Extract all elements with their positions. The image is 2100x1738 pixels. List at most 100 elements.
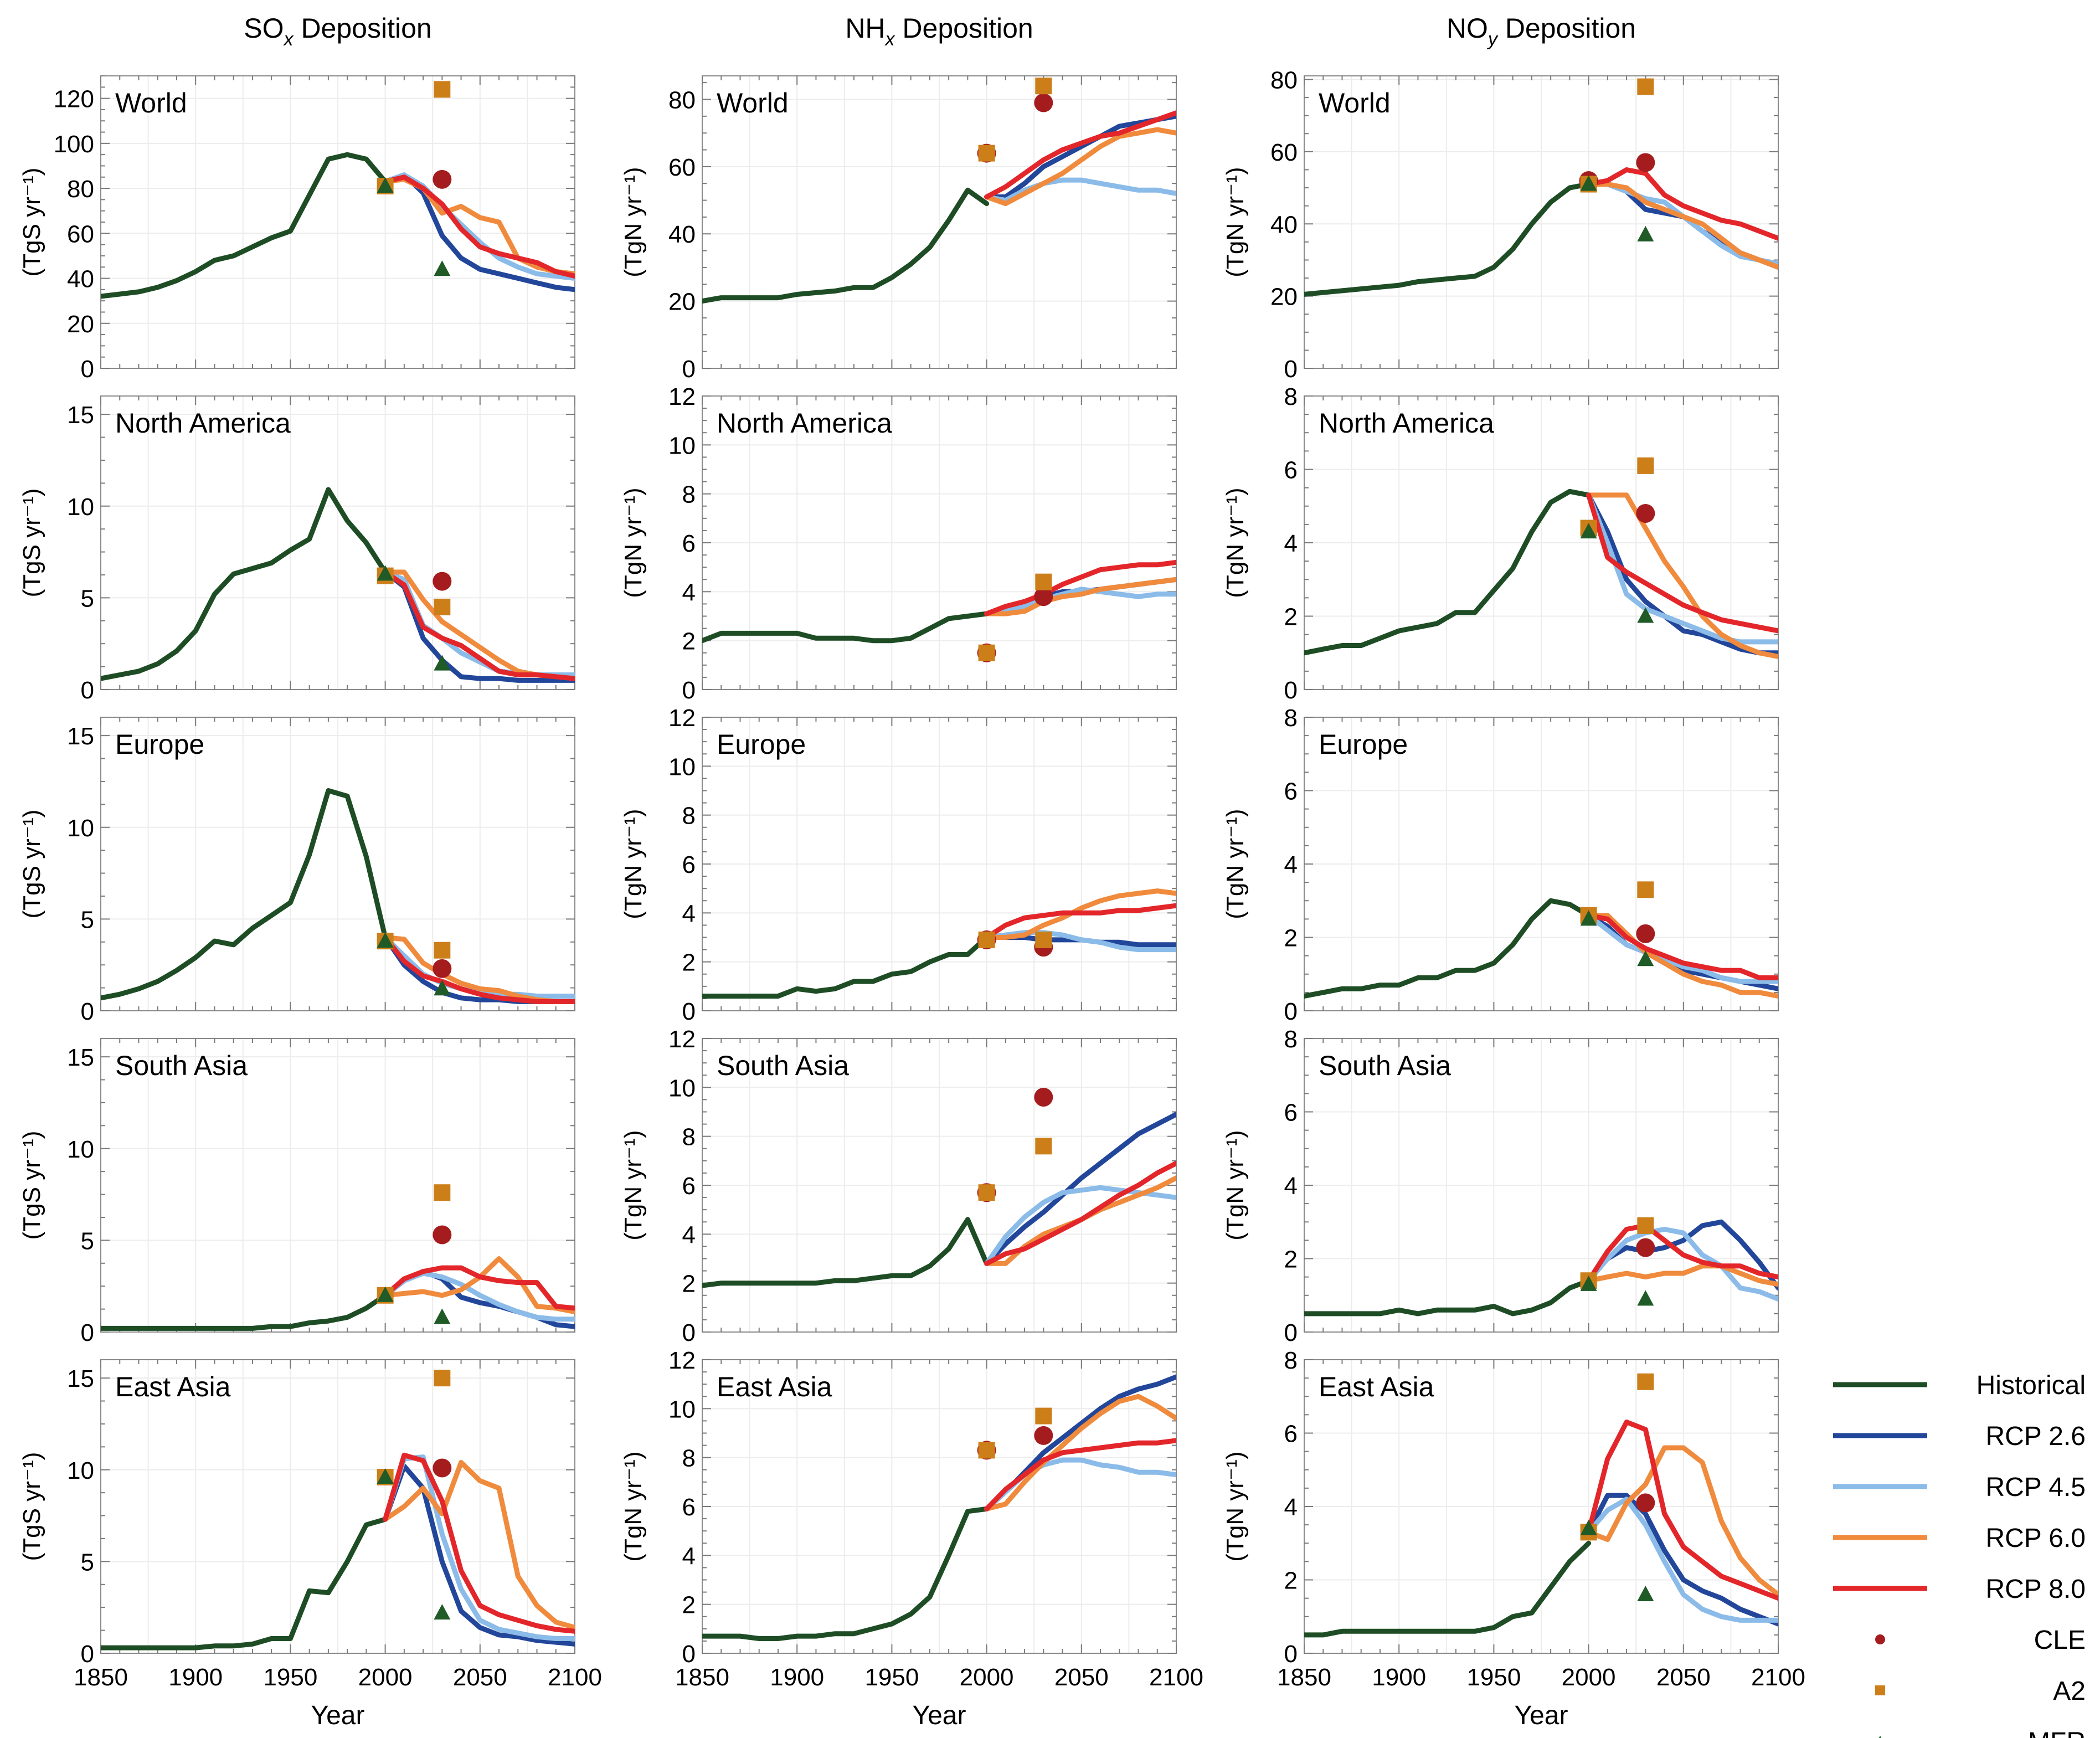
series-line-rcp-6-0	[984, 577, 1176, 616]
marker-cle	[1034, 587, 1053, 606]
legend-item-cle: CLE	[1875, 1626, 2086, 1655]
marker-mfr	[1637, 1586, 1654, 1601]
markers	[977, 78, 1053, 163]
gridlines	[101, 1038, 575, 1332]
marker-mfr	[434, 980, 451, 996]
marker-mfr	[377, 932, 394, 948]
gridlines	[101, 76, 575, 368]
y-tick-label: 6	[1284, 778, 1298, 805]
series-line-rcp-8-0	[383, 569, 575, 681]
y-tick-label: 2	[682, 1271, 696, 1298]
marker-cle	[1034, 1426, 1053, 1445]
y-tick-label: 10	[668, 753, 696, 780]
series-line-rcp-6-0	[1586, 1263, 1778, 1287]
marker-mfr	[1580, 175, 1597, 191]
series-line-historical	[702, 1506, 990, 1641]
series-lines	[702, 1374, 1176, 1641]
y-tick-label: 0	[682, 677, 696, 704]
gridlines	[702, 396, 1176, 690]
marker-mfr	[1580, 1275, 1597, 1291]
marker-mfr	[377, 565, 394, 581]
markers	[377, 565, 452, 671]
marker-cle	[1034, 93, 1053, 112]
region-label: South Asia	[1319, 1050, 1451, 1081]
series-line-rcp-6-0	[383, 1460, 575, 1631]
x-tick-label: 1900	[770, 1664, 824, 1691]
series-line-rcp-8-0	[383, 174, 575, 279]
series-line-rcp-8-0	[984, 110, 1176, 199]
gridlines	[702, 76, 1176, 368]
tick-marks	[1304, 1359, 1779, 1654]
y-axis-label: (TgN yr⁻¹)	[1222, 487, 1249, 598]
marker-a2	[1637, 1373, 1654, 1390]
legend-label: Historical	[1977, 1371, 2086, 1400]
y-axis-label: (TgN yr⁻¹)	[1222, 167, 1249, 277]
series-line-rcp-8-0	[1586, 1420, 1778, 1601]
plot-frame	[100, 1038, 575, 1333]
y-axis-label: (TgS yr⁻¹)	[18, 168, 45, 277]
marker-a2	[978, 644, 995, 661]
gridlines	[1304, 1360, 1778, 1653]
chart-panel-south-asia-2: 0 2 4 6 8 10 12 (TgN yr⁻¹) South Asia	[620, 1026, 1177, 1346]
region-label: East Asia	[1319, 1371, 1434, 1402]
markers	[1580, 1373, 1655, 1601]
marker-mfr	[434, 1604, 451, 1620]
y-tick-label: 60	[67, 220, 94, 248]
series-lines	[1304, 898, 1778, 999]
y-tick-label: 80	[668, 86, 696, 114]
series-line-historical	[101, 1293, 388, 1331]
series-line-rcp-8-0	[1586, 167, 1778, 241]
y-tick-label: 20	[1270, 284, 1298, 311]
legend-label: RCP 2.6	[1985, 1422, 2086, 1451]
y-axis-label: (TgS yr⁻¹)	[18, 1452, 45, 1561]
series-line-historical	[101, 1516, 388, 1650]
y-tick-label: 40	[668, 221, 696, 248]
tick-marks	[702, 1038, 1177, 1333]
y-tick-label: 2	[1284, 604, 1298, 631]
y-axis-label: (TgN yr⁻¹)	[1222, 809, 1249, 919]
y-tick-label: 8	[682, 481, 696, 508]
marker-a2	[978, 1442, 995, 1459]
y-tick-label: 2	[682, 628, 696, 655]
series-line-rcp-4-5	[1586, 492, 1778, 645]
y-tick-label: 60	[668, 154, 696, 181]
x-axis-label: Year	[913, 1701, 966, 1730]
y-tick-label: 6	[1284, 1099, 1298, 1127]
y-tick-label: 10	[668, 1396, 696, 1423]
series-line-historical	[702, 187, 990, 304]
gridlines	[101, 396, 575, 690]
y-axis-label: (TgN yr⁻¹)	[1222, 1451, 1249, 1561]
marker-cle	[433, 1225, 452, 1245]
y-tick-label: 2	[1284, 1567, 1298, 1595]
tick-marks	[100, 717, 575, 1011]
y-tick-label: 40	[67, 266, 94, 293]
y-axis-label: (TgN yr⁻¹)	[620, 809, 647, 919]
y-tick-label: 20	[67, 311, 94, 338]
marker-mfr	[1580, 523, 1597, 539]
tick-marks	[702, 395, 1177, 690]
gridlines	[1304, 717, 1778, 1011]
marker-a2	[434, 81, 451, 98]
y-tick-label: 6	[1284, 1421, 1298, 1448]
series-line-rcp-2-6	[383, 1463, 575, 1647]
marker-a2	[1035, 1138, 1052, 1155]
series-line-historical	[1304, 182, 1592, 297]
series-line-rcp-6-0	[984, 127, 1176, 207]
series-line-rcp-8-0	[1586, 492, 1778, 634]
legend-swatch-triangle	[1878, 1736, 1882, 1738]
y-tick-label: 4	[1284, 1173, 1298, 1200]
markers	[1580, 1217, 1655, 1306]
marker-mfr	[1637, 1290, 1654, 1306]
tick-marks	[702, 76, 1177, 369]
series-lines	[702, 559, 1176, 644]
y-tick-label: 2	[682, 1592, 696, 1619]
marker-mfr	[1580, 910, 1597, 926]
series-line-rcp-4-5	[984, 177, 1176, 203]
x-tick-label: 1950	[864, 1664, 919, 1691]
series-line-historical	[101, 152, 388, 299]
chart-panel-world-2: 0 20 40 60 80 (TgN yr⁻¹) World	[620, 75, 1177, 383]
series-line-rcp-6-0	[1586, 1445, 1778, 1597]
x-tick-label: 2000	[960, 1664, 1014, 1691]
y-tick-label: 8	[1284, 383, 1298, 410]
y-tick-label: 80	[67, 176, 94, 203]
